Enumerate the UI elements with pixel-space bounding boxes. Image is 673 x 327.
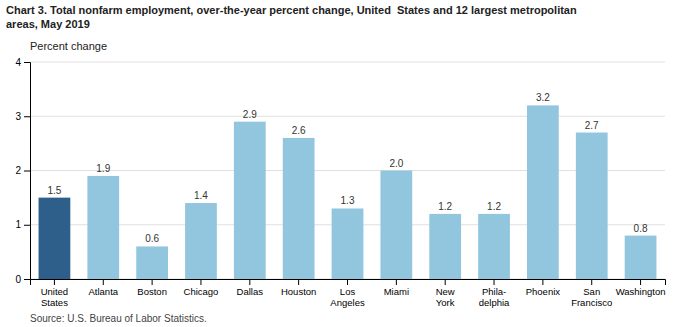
grid-line bbox=[30, 62, 665, 63]
x-tick-label: Boston bbox=[137, 286, 167, 297]
y-tick-mark bbox=[24, 62, 30, 63]
data-label: 0.6 bbox=[145, 233, 159, 244]
chart: Chart 3. Total nonfarm employment, over-… bbox=[0, 0, 673, 327]
x-tick-label: Washington bbox=[616, 286, 666, 297]
y-tick: 1 bbox=[15, 219, 30, 230]
bar bbox=[87, 176, 119, 279]
x-tick-label: Dallas bbox=[237, 286, 264, 297]
y-tick: 2 bbox=[15, 165, 30, 176]
bar bbox=[185, 203, 217, 279]
x-tick-mark bbox=[396, 279, 397, 285]
data-label: 1.3 bbox=[341, 195, 355, 206]
grid-line bbox=[30, 116, 665, 117]
y-axis: 0 1 2 3 4 bbox=[15, 57, 30, 285]
x-axis-line bbox=[31, 280, 666, 286]
x-tick-label: Miami bbox=[384, 286, 409, 297]
x-tick: Atlanta bbox=[88, 279, 118, 297]
x-tick-label: Phoenix bbox=[526, 286, 561, 297]
x-tick: SanFrancisco bbox=[571, 279, 612, 308]
x-tick: Chicago bbox=[184, 279, 219, 297]
grid-line bbox=[30, 170, 665, 171]
x-tick: Houston bbox=[281, 279, 316, 297]
y-tick: 0 bbox=[15, 274, 30, 285]
x-tick-label: LosAngeles bbox=[330, 286, 365, 308]
x-tick-mark bbox=[200, 279, 201, 285]
bar bbox=[380, 171, 412, 280]
x-tick-label: Phila-delphia bbox=[479, 286, 510, 308]
data-label: 2.9 bbox=[243, 109, 257, 120]
data-label: 2.6 bbox=[292, 125, 306, 136]
data-label: 1.4 bbox=[194, 190, 208, 201]
bar bbox=[136, 246, 168, 279]
bar bbox=[429, 214, 461, 279]
x-tick: Dallas bbox=[237, 279, 264, 297]
y-axis-line bbox=[24, 63, 31, 280]
bar bbox=[332, 208, 364, 279]
x-tick: Phoenix bbox=[526, 279, 561, 297]
x-axis: UnitedStates Atlanta Boston Chicago Dallas Ho… bbox=[31, 279, 666, 308]
y-tick-mark bbox=[24, 171, 30, 172]
y-axis-title: Percent change bbox=[30, 40, 107, 52]
y-tick-mark bbox=[24, 116, 30, 117]
bar bbox=[625, 236, 657, 279]
bar bbox=[283, 138, 315, 279]
data-label: 1.5 bbox=[47, 185, 61, 196]
data-labels: 1.5 1.9 0.6 1.4 2.9 2.6 1.3 2.0 1.2 1.2 3.2 2.7 0.8 bbox=[47, 92, 647, 244]
x-tick-mark bbox=[103, 279, 104, 285]
y-tick: 3 bbox=[15, 111, 30, 122]
x-tick: Boston bbox=[137, 279, 167, 297]
x-tick: NewYork bbox=[436, 279, 455, 308]
x-tick-label: Chicago bbox=[184, 286, 219, 297]
x-tick: Miami bbox=[384, 279, 409, 297]
x-tick-label: Atlanta bbox=[88, 286, 118, 297]
x-tick-mark bbox=[542, 279, 543, 285]
title: Chart 3. Total nonfarm employment, over-… bbox=[6, 4, 577, 30]
y-tick-label: 1 bbox=[15, 219, 21, 230]
data-label: 0.8 bbox=[634, 223, 648, 234]
plot: 0 1 2 3 4 UnitedStates Atlanta Boston Chicago Dal… bbox=[15, 57, 665, 308]
x-tick-mark bbox=[347, 279, 348, 285]
x-tick-mark bbox=[494, 279, 495, 285]
x-tick: Washington bbox=[616, 279, 666, 297]
bars bbox=[39, 105, 657, 279]
bar bbox=[576, 133, 608, 279]
y-tick-mark bbox=[24, 279, 30, 280]
data-label: 1.2 bbox=[487, 201, 501, 212]
y-tick-mark bbox=[24, 225, 30, 226]
x-tick-label: SanFrancisco bbox=[571, 286, 612, 308]
data-label: 1.2 bbox=[438, 201, 452, 212]
bar bbox=[527, 105, 559, 279]
bar bbox=[39, 198, 71, 279]
data-label: 1.9 bbox=[96, 163, 110, 174]
y-tick-label: 2 bbox=[15, 165, 21, 176]
bar bbox=[478, 214, 510, 279]
x-tick-mark bbox=[152, 279, 153, 285]
bar bbox=[234, 122, 266, 279]
y-tick-label: 0 bbox=[15, 274, 21, 285]
source-note: Source: U.S. Bureau of Labor Statistics. bbox=[30, 313, 207, 324]
x-tick-mark bbox=[445, 279, 446, 285]
data-label: 2.0 bbox=[389, 158, 403, 169]
x-tick-mark bbox=[298, 279, 299, 285]
x-tick-label: NewYork bbox=[436, 286, 455, 308]
x-tick-label: UnitedStates bbox=[41, 286, 68, 308]
x-tick: UnitedStates bbox=[41, 279, 68, 308]
x-tick-mark bbox=[640, 279, 641, 285]
data-label: 3.2 bbox=[536, 92, 550, 103]
y-tick-label: 4 bbox=[15, 57, 21, 68]
x-tick-mark bbox=[249, 279, 250, 285]
x-tick-mark bbox=[54, 279, 55, 285]
data-label: 2.7 bbox=[585, 120, 599, 131]
y-tick-label: 3 bbox=[15, 111, 21, 122]
x-tick: Phila-delphia bbox=[479, 279, 510, 308]
x-tick-mark bbox=[591, 279, 592, 285]
grid bbox=[30, 62, 665, 279]
x-tick: LosAngeles bbox=[330, 279, 365, 308]
x-tick-label: Houston bbox=[281, 286, 316, 297]
y-tick: 4 bbox=[15, 57, 30, 68]
